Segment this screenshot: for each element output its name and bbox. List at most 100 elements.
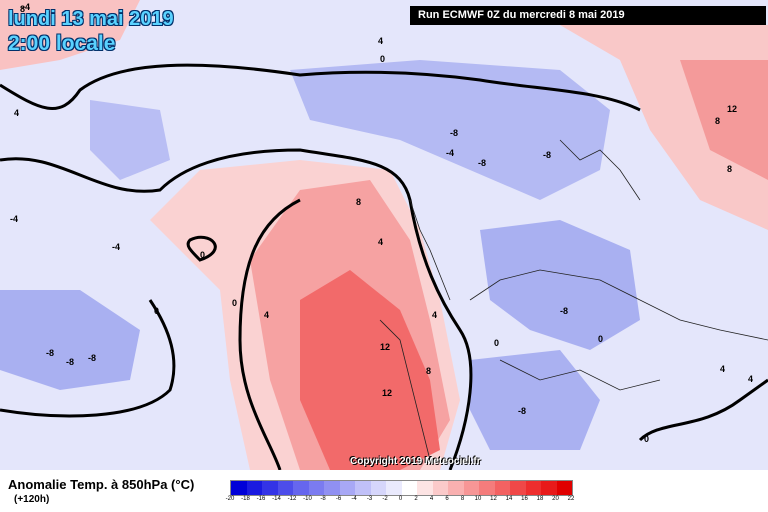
contour-label: 8 xyxy=(727,164,732,174)
zero-contour-main xyxy=(0,148,473,471)
legend: Anomalie Temp. à 850hPa (°C) (+120h) -20… xyxy=(0,470,768,512)
color-scale-label: 22 xyxy=(567,496,575,502)
color-scale-cell xyxy=(525,481,541,495)
contour-label: 4 xyxy=(378,237,383,247)
color-scale-cell xyxy=(293,481,309,495)
valid-time: 2:00 locale xyxy=(8,32,116,55)
contour-label: -8 xyxy=(66,357,74,367)
color-scale-cell xyxy=(277,481,293,495)
run-banner: Run ECMWF 0Z du mercredi 8 mai 2019 xyxy=(410,6,766,25)
coastlines xyxy=(379,139,768,461)
color-scale-cell xyxy=(370,481,386,495)
zero-contour-southeast xyxy=(638,378,768,442)
zero-anomaly-contours xyxy=(0,63,768,471)
contour-label: 0 xyxy=(200,250,205,260)
contour-label: -8 xyxy=(88,353,96,363)
coastline-iberia xyxy=(379,319,431,461)
coastline-britain xyxy=(409,199,451,301)
zero-contour-north xyxy=(0,63,641,112)
color-scale-label: -3 xyxy=(366,496,373,502)
contour-label: -4 xyxy=(22,2,30,12)
color-scale-label: 8 xyxy=(460,496,465,502)
contour-label: -8 xyxy=(46,348,54,358)
color-scale-cell xyxy=(355,481,371,495)
contour-label: 4 xyxy=(14,108,19,118)
warm-zone-northwest xyxy=(0,0,140,70)
contour-label: 8 xyxy=(20,4,25,14)
zero-contour-loop xyxy=(186,235,217,262)
contour-label: -8 xyxy=(560,306,568,316)
contour-label: 4 xyxy=(264,310,269,320)
contour-label: -8 xyxy=(450,128,458,138)
coastline-mediterranean xyxy=(499,359,661,391)
contour-label: 0 xyxy=(598,334,603,344)
color-scale-cell xyxy=(262,481,278,495)
warm-zone-northeast-core xyxy=(680,60,768,180)
color-scale-label: -2 xyxy=(382,496,388,502)
color-scale-cell xyxy=(556,481,572,495)
contour-label: -4 xyxy=(446,148,454,158)
contour-labels: 8 4 0 4 8 12 8 -8 -4 -8 -4 -8 0 -4 4 8 4 0 4 0 12 8 12 -8 -8 -8 -4… xyxy=(10,2,753,444)
color-scale xyxy=(230,480,573,496)
color-scale-label: -8 xyxy=(320,496,326,502)
legend-subtitle: (+120h) xyxy=(14,494,50,505)
color-scale-label: 2 xyxy=(414,496,418,502)
contour-label: -8 xyxy=(518,406,526,416)
contour-label: 8 xyxy=(426,366,431,376)
legend-title: Anomalie Temp. à 850hPa (°C) xyxy=(8,477,195,492)
color-scale-label: 4 xyxy=(429,496,434,502)
coastline-baltic xyxy=(559,139,641,201)
color-scale-cell xyxy=(386,481,402,495)
color-scale-label: -6 xyxy=(335,496,342,502)
color-scale-cell xyxy=(401,481,417,495)
color-scale-cell xyxy=(494,481,510,495)
color-scale-label: -18 xyxy=(241,496,250,502)
color-scale-label: 16 xyxy=(521,496,528,502)
color-scale-label: -10 xyxy=(303,496,312,502)
valid-date: lundi 13 mai 2019 xyxy=(8,8,174,30)
contour-label: 0 xyxy=(154,306,159,316)
contour-label: 12 xyxy=(382,388,392,398)
color-scale-label: -20 xyxy=(225,496,235,502)
warm-zone-core xyxy=(300,270,440,470)
color-scale-label: -14 xyxy=(272,496,281,502)
cold-zone-central-europe xyxy=(480,220,640,350)
contour-label: 4 xyxy=(378,36,383,46)
contour-label: 8 xyxy=(715,116,720,126)
copyright-notice: Copyright 2019 Meteociel.fr xyxy=(350,456,481,467)
color-scale-label: 20 xyxy=(552,496,559,502)
zero-contour-atlantic xyxy=(0,299,176,418)
color-scale-cell xyxy=(324,481,340,495)
color-scale-cell xyxy=(479,481,495,495)
color-scale-cell xyxy=(308,481,324,495)
contour-label: 0 xyxy=(232,298,237,308)
contour-label: 12 xyxy=(380,342,390,352)
contour-label: -8 xyxy=(543,150,551,160)
cold-zone-scandinavia xyxy=(290,60,610,200)
color-scale-label: 18 xyxy=(536,496,544,502)
color-scale-label: 12 xyxy=(490,496,497,502)
color-scale-cell xyxy=(463,481,479,495)
contour-label: 0 xyxy=(644,434,649,444)
color-scale-label: 14 xyxy=(505,496,513,502)
color-scale-labels: -20 -18 -16 -14 -12 -10 -8 -6 -4 -3 -2 0 2 4 6 8 10 12 14 1… xyxy=(226,496,575,506)
anomaly-map: 8 4 0 4 8 12 8 -8 -4 -8 -4 -8 0 -4 4 8 4 0 4 0 12 8 12 -8 -8 -8 -4… xyxy=(0,0,768,471)
cold-zone-south xyxy=(470,350,600,450)
contour-label: -4 xyxy=(10,214,18,224)
contour-label: 8 xyxy=(356,197,361,207)
color-scale-cell xyxy=(448,481,464,495)
zero-contour-warm-tongue xyxy=(238,198,301,471)
color-scale-cell xyxy=(510,481,526,495)
color-scale-cell xyxy=(432,481,448,495)
color-scale-cell xyxy=(231,481,247,495)
color-scale-cell xyxy=(246,481,262,495)
contour-label: 12 xyxy=(727,104,737,114)
contour-label: 4 xyxy=(432,310,437,320)
contour-label: -4 xyxy=(112,242,120,252)
coastline-europe xyxy=(469,269,768,341)
color-scale-cell xyxy=(339,481,355,495)
color-scale-label: 6 xyxy=(445,496,449,502)
contour-label: 4 xyxy=(748,374,753,384)
cold-zone-greenland xyxy=(90,100,170,180)
color-scale-label: 0 xyxy=(398,496,403,502)
